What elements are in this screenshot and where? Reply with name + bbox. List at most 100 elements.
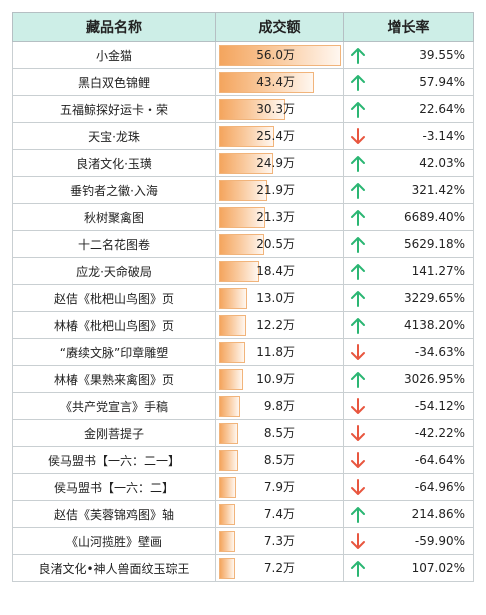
amount-bar <box>219 477 236 498</box>
amount-label: 11.8万 <box>256 345 295 359</box>
amount-label: 8.5万 <box>263 453 295 467</box>
row-name: 五福鲸探好运卡・荣 <box>12 95 216 123</box>
growth-label: -3.14% <box>422 129 465 143</box>
arrow-up-icon <box>351 156 365 172</box>
ranking-table-wrapper: 藏品名称 成交额 增长率 小金猫 56.0万 39.55% 黑白双色锦鲤 43.4万 57… <box>12 12 474 582</box>
arrow-up-icon <box>351 507 365 523</box>
row-amount-cell: 18.4万 <box>215 257 344 285</box>
row-name: 金刚菩提子 <box>12 419 216 447</box>
row-amount-cell: 24.9万 <box>215 149 344 177</box>
table-row: 赵佶《芙蓉锦鸡图》轴 7.4万 214.86% <box>12 500 474 528</box>
amount-bar <box>219 288 247 309</box>
row-growth-cell: 107.02% <box>343 554 474 582</box>
amount-label: 24.9万 <box>256 156 295 170</box>
arrow-down-icon <box>351 452 365 468</box>
amount-bar <box>219 558 235 579</box>
growth-label: 57.94% <box>419 75 465 89</box>
growth-label: 3026.95% <box>403 372 465 386</box>
amount-bar <box>219 153 273 174</box>
row-name: 垂钓者之徽·入海 <box>12 176 216 204</box>
amount-bar <box>219 72 314 93</box>
amount-bar <box>219 342 245 363</box>
row-name: 《山河揽胜》壁画 <box>12 527 216 555</box>
row-amount-cell: 56.0万 <box>215 41 344 69</box>
arrow-down-icon <box>351 128 365 144</box>
growth-label: -42.22% <box>414 426 465 440</box>
arrow-down-icon <box>351 398 365 414</box>
row-growth-cell: 5629.18% <box>343 230 474 258</box>
amount-label: 13.0万 <box>256 291 295 305</box>
growth-label: -54.12% <box>414 399 465 413</box>
amount-bar <box>219 261 259 282</box>
arrow-up-icon <box>351 237 365 253</box>
arrow-down-icon <box>351 344 365 360</box>
row-amount-cell: 43.4万 <box>215 68 344 96</box>
row-name: 侯马盟书【一六：二一】 <box>12 446 216 474</box>
row-amount-cell: 12.2万 <box>215 311 344 339</box>
row-growth-cell: -54.12% <box>343 392 474 420</box>
row-amount-cell: 8.5万 <box>215 446 344 474</box>
amount-bar <box>219 450 238 471</box>
table-row: 应龙·天命破局 18.4万 141.27% <box>12 257 474 285</box>
row-growth-cell: 42.03% <box>343 149 474 177</box>
row-growth-cell: -34.63% <box>343 338 474 366</box>
row-amount-cell: 7.4万 <box>215 500 344 528</box>
amount-bar <box>219 126 274 147</box>
row-growth-cell: 22.64% <box>343 95 474 123</box>
amount-label: 7.3万 <box>263 534 295 548</box>
growth-label: 3229.65% <box>403 291 465 305</box>
row-growth-cell: 141.27% <box>343 257 474 285</box>
table-row: 金刚菩提子 8.5万 -42.22% <box>12 419 474 447</box>
amount-label: 56.0万 <box>256 48 295 62</box>
arrow-up-icon <box>351 561 365 577</box>
table-row: 良渚文化·玉璜 24.9万 42.03% <box>12 149 474 177</box>
row-amount-cell: 25.4万 <box>215 122 344 150</box>
table-row: 小金猫 56.0万 39.55% <box>12 41 474 69</box>
amount-bar <box>219 531 235 552</box>
growth-label: 6689.40% <box>403 210 465 224</box>
growth-label: -64.96% <box>414 480 465 494</box>
growth-label: 141.27% <box>411 264 465 278</box>
arrow-up-icon <box>351 372 365 388</box>
row-growth-cell: -64.64% <box>343 446 474 474</box>
amount-bar <box>219 315 246 336</box>
row-amount-cell: 11.8万 <box>215 338 344 366</box>
row-name: 小金猫 <box>12 41 216 69</box>
arrow-up-icon <box>351 183 365 199</box>
arrow-up-icon <box>351 102 365 118</box>
amount-bar <box>219 99 285 120</box>
row-name: 十二名花图卷 <box>12 230 216 258</box>
row-growth-cell: 321.42% <box>343 176 474 204</box>
arrow-up-icon <box>351 210 365 226</box>
row-name: 《共产党宣言》手稿 <box>12 392 216 420</box>
row-growth-cell: 6689.40% <box>343 203 474 231</box>
amount-label: 7.4万 <box>263 507 295 521</box>
amount-label: 7.2万 <box>263 561 295 575</box>
growth-label: -64.64% <box>414 453 465 467</box>
table-row: 赵佶《枇杷山鸟图》页 13.0万 3229.65% <box>12 284 474 312</box>
row-amount-cell: 8.5万 <box>215 419 344 447</box>
arrow-down-icon <box>351 479 365 495</box>
row-name: 赵佶《枇杷山鸟图》页 <box>12 284 216 312</box>
amount-label: 18.4万 <box>256 264 295 278</box>
row-growth-cell: 57.94% <box>343 68 474 96</box>
row-growth-cell: -59.90% <box>343 527 474 555</box>
row-name: 林椿《枇杷山鸟图》页 <box>12 311 216 339</box>
row-name: “赓续文脉”印章雕塑 <box>12 338 216 366</box>
row-name: 秋树聚禽图 <box>12 203 216 231</box>
amount-bar <box>219 180 267 201</box>
row-name: 林椿《果熟来禽图》页 <box>12 365 216 393</box>
table-row: 良渚文化•神人兽面纹玉琮王 7.2万 107.02% <box>12 554 474 582</box>
table-row: 侯马盟书【一六：二一】 8.5万 -64.64% <box>12 446 474 474</box>
growth-label: 321.42% <box>411 183 465 197</box>
amount-bar <box>219 423 238 444</box>
table-row: 秋树聚禽图 21.3万 6689.40% <box>12 203 474 231</box>
table-row: 天宝·龙珠 25.4万 -3.14% <box>12 122 474 150</box>
amount-label: 8.5万 <box>263 426 295 440</box>
arrow-up-icon <box>351 75 365 91</box>
amount-label: 9.8万 <box>263 399 295 413</box>
amount-label: 43.4万 <box>256 75 295 89</box>
amount-bar <box>219 207 265 228</box>
amount-bar <box>219 45 341 66</box>
row-growth-cell: 4138.20% <box>343 311 474 339</box>
